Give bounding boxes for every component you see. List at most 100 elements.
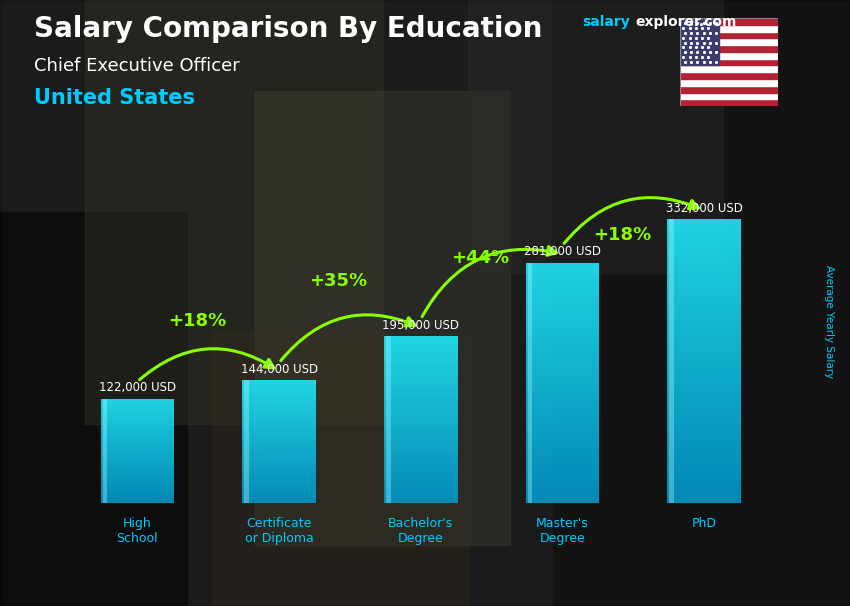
Bar [242, 480, 316, 481]
Bar [100, 407, 174, 408]
Bar [242, 463, 316, 464]
Bar [667, 386, 741, 389]
Bar [242, 460, 316, 461]
Text: United States: United States [34, 88, 195, 108]
Bar [667, 329, 741, 333]
Polygon shape [85, 0, 382, 424]
Bar [242, 443, 316, 444]
Bar [525, 389, 599, 392]
Bar [100, 470, 174, 471]
Bar [525, 335, 599, 338]
Bar [100, 495, 174, 496]
Bar [100, 415, 174, 416]
Bar [670, 219, 674, 503]
Bar [667, 364, 741, 368]
Bar [667, 407, 741, 411]
Bar [525, 494, 599, 497]
Bar [100, 413, 174, 415]
Bar [100, 498, 174, 499]
Bar [667, 379, 741, 382]
Bar [242, 475, 316, 477]
Bar [667, 336, 741, 339]
Bar [100, 458, 174, 459]
Text: +35%: +35% [309, 272, 368, 290]
Bar [667, 279, 741, 283]
Bar [100, 452, 174, 453]
Bar [384, 390, 457, 393]
Bar [242, 461, 316, 463]
Bar [525, 371, 599, 374]
Bar [525, 482, 599, 485]
Bar [525, 479, 599, 482]
Bar [525, 338, 599, 341]
Bar [667, 375, 741, 379]
Bar [525, 353, 599, 356]
Bar [384, 465, 457, 467]
Bar [525, 278, 599, 281]
Bar [100, 459, 174, 460]
Bar [100, 465, 174, 467]
Bar [525, 398, 599, 401]
Bar [242, 498, 316, 500]
Text: salary: salary [582, 15, 630, 29]
Bar [384, 447, 457, 449]
Bar [384, 478, 457, 480]
Bar [667, 428, 741, 432]
Bar [525, 458, 599, 461]
Bar [242, 497, 316, 498]
Bar [384, 380, 457, 382]
Bar [525, 488, 599, 491]
Text: Chief Executive Officer: Chief Executive Officer [34, 57, 240, 75]
Bar [100, 445, 174, 447]
Bar [680, 45, 778, 52]
Bar [100, 468, 174, 469]
Bar [100, 439, 174, 441]
Bar [667, 265, 741, 268]
Bar [525, 350, 599, 353]
Bar [242, 417, 316, 418]
Bar [242, 431, 316, 432]
Bar [525, 392, 599, 395]
Bar [525, 446, 599, 449]
Bar [525, 268, 599, 271]
Bar [384, 393, 457, 395]
Bar [100, 402, 174, 404]
Bar [242, 403, 316, 404]
Bar [667, 432, 741, 436]
Bar [242, 421, 316, 423]
Bar [525, 328, 599, 331]
Bar [525, 262, 599, 265]
Bar [100, 427, 174, 428]
Bar [242, 444, 316, 446]
Bar [242, 500, 316, 501]
Bar [384, 428, 457, 430]
Bar [242, 478, 316, 480]
Bar [667, 446, 741, 450]
Bar [667, 226, 741, 230]
Bar [100, 436, 174, 438]
Bar [100, 487, 174, 488]
Bar [100, 477, 174, 478]
Bar [667, 371, 741, 375]
Bar [384, 424, 457, 426]
Text: explorer.com: explorer.com [635, 15, 736, 29]
Bar [242, 390, 316, 392]
Bar [667, 457, 741, 461]
Bar [525, 395, 599, 398]
Bar [384, 453, 457, 455]
Bar [667, 485, 741, 489]
Bar [680, 25, 778, 32]
Bar [384, 409, 457, 411]
Bar [384, 357, 457, 359]
Bar [525, 374, 599, 377]
Bar [667, 322, 741, 325]
Bar [242, 407, 316, 409]
Bar [667, 247, 741, 251]
Bar [242, 381, 316, 383]
Bar [384, 486, 457, 488]
Bar [100, 481, 174, 482]
Bar [242, 435, 316, 437]
Bar [667, 471, 741, 474]
Bar [525, 425, 599, 428]
Bar [667, 301, 741, 304]
